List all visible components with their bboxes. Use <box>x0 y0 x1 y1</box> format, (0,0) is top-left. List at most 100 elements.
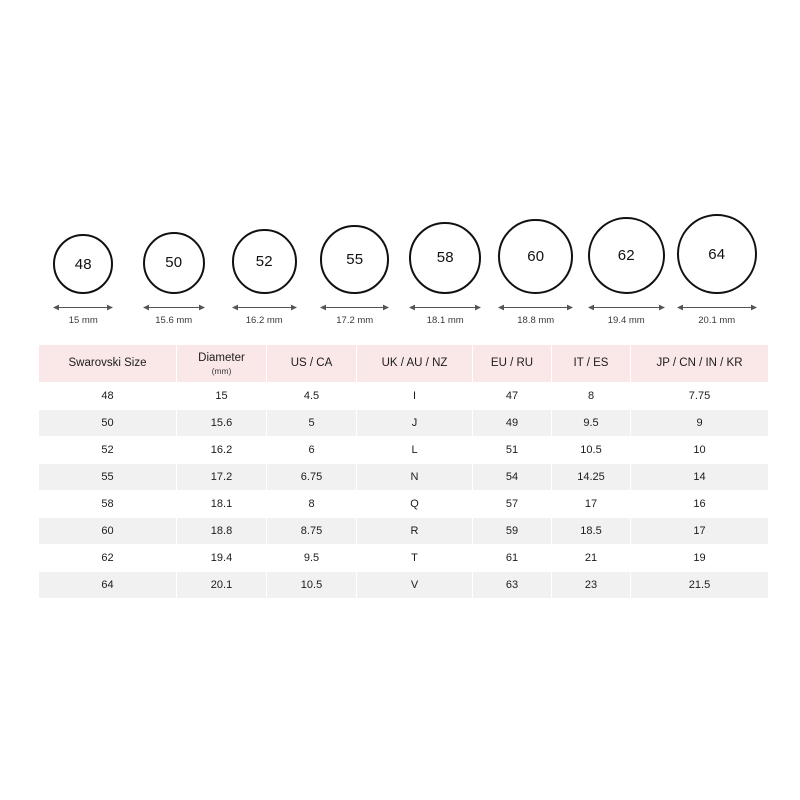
table-cell: 62 <box>39 545 176 571</box>
table-row: 62 19.4 9.5 T 61 21 19 <box>39 545 768 571</box>
ring-size-label: 62 <box>617 246 635 264</box>
column-header-label: UK / AU / NZ <box>381 357 448 370</box>
table-cell: 6 <box>267 437 356 463</box>
column-header-sublabel: (mm) <box>211 365 232 376</box>
ring-measurement: 18.1 mm <box>409 303 482 326</box>
table-cell: 63 <box>473 572 551 598</box>
table-cell: 23 <box>552 572 630 598</box>
ring-circle: 62 <box>587 216 665 294</box>
table-cell: 51 <box>473 437 551 463</box>
table-cell: 59 <box>473 518 551 544</box>
ring-size-table: Swarovski Size Diameter (mm) US / CA UK /… <box>38 344 769 599</box>
table-cell: 18.8 <box>177 518 266 544</box>
ring-size-label: 58 <box>436 249 454 267</box>
diameter-mm-label: 17.2 mm <box>336 315 374 326</box>
ring-measurement: 20.1 mm <box>676 303 757 326</box>
table-header-row: Swarovski Size Diameter (mm) US / CA UK /… <box>39 345 768 382</box>
diameter-arrow-icon <box>409 304 482 311</box>
table-cell: 60 <box>39 518 176 544</box>
table-cell: 8 <box>267 491 356 517</box>
table-body: 48 15 4.5 I 47 8 7.75 50 15.6 5 J 49 9.5 9 52 16.2 6 L 51 1… <box>39 383 768 598</box>
table-cell: 64 <box>39 572 176 598</box>
ring-size-label: 50 <box>165 254 183 272</box>
ring-size-label: 55 <box>346 251 364 269</box>
table-cell: T <box>357 545 472 571</box>
ring-size-label: 60 <box>527 248 545 266</box>
table-cell: 9 <box>631 410 768 436</box>
table-cell: N <box>357 464 472 490</box>
ring-size-item: 64 20.1 mm <box>672 214 763 326</box>
ring-size-label: 64 <box>708 245 726 263</box>
diameter-mm-label: 16.2 mm <box>245 315 283 326</box>
table-cell: 47 <box>473 383 551 409</box>
ring-size-item: 62 19.4 mm <box>581 216 672 326</box>
table-cell: 54 <box>473 464 551 490</box>
table-row: 58 18.1 8 Q 57 17 16 <box>39 491 768 517</box>
table-cell: 21 <box>552 545 630 571</box>
ring-circle: 48 <box>53 234 114 294</box>
column-header-label: EU / RU <box>490 357 534 370</box>
table-cell: 10.5 <box>267 572 356 598</box>
ring-circle: 60 <box>498 219 574 294</box>
table-cell: 9.5 <box>552 410 630 436</box>
diameter-arrow-icon <box>231 304 297 311</box>
ring-size-label: 52 <box>255 253 273 271</box>
column-header-diameter: Diameter (mm) <box>177 345 266 382</box>
table-cell: 5 <box>267 410 356 436</box>
column-header-swarovski-size: Swarovski Size <box>39 345 176 382</box>
table-cell: 16.2 <box>177 437 266 463</box>
ring-measurement: 16.2 mm <box>231 303 297 326</box>
table-cell: 6.75 <box>267 464 356 490</box>
column-header-label: Swarovski Size <box>68 357 147 370</box>
ring-circle: 64 <box>676 214 757 294</box>
ring-measurement: 18.8 mm <box>498 303 574 326</box>
ring-size-item: 60 18.8 mm <box>491 219 582 326</box>
table-row: 60 18.8 8.75 R 59 18.5 17 <box>39 518 768 544</box>
table-cell: 58 <box>39 491 176 517</box>
column-header-label: Diameter <box>198 351 245 364</box>
diameter-arrow-icon <box>320 304 390 311</box>
table-cell: 15 <box>177 383 266 409</box>
table-cell: 10 <box>631 437 768 463</box>
column-header-jp-cn-in-kr: JP / CN / IN / KR <box>631 345 768 382</box>
table-cell: J <box>357 410 472 436</box>
column-header-label: JP / CN / IN / KR <box>656 357 743 370</box>
table-cell: 17 <box>552 491 630 517</box>
table-row: 50 15.6 5 J 49 9.5 9 <box>39 410 768 436</box>
table-cell: L <box>357 437 472 463</box>
ring-size-item: 58 18.1 mm <box>400 221 491 326</box>
ring-circle: 50 <box>142 231 205 294</box>
table-cell: 19 <box>631 545 768 571</box>
diameter-arrow-icon <box>53 304 114 311</box>
column-header-us-ca: US / CA <box>267 345 356 382</box>
column-header-label: US / CA <box>290 357 333 370</box>
column-header-it-es: IT / ES <box>552 345 630 382</box>
table-cell: 61 <box>473 545 551 571</box>
table-cell: 55 <box>39 464 176 490</box>
table-cell: 10.5 <box>552 437 630 463</box>
column-header-uk-au-nz: UK / AU / NZ <box>357 345 472 382</box>
ring-measurement: 15.6 mm <box>142 303 205 326</box>
table-cell: 17 <box>631 518 768 544</box>
table-cell: 21.5 <box>631 572 768 598</box>
table-row: 52 16.2 6 L 51 10.5 10 <box>39 437 768 463</box>
table-cell: 4.5 <box>267 383 356 409</box>
table-cell: V <box>357 572 472 598</box>
table-cell: 50 <box>39 410 176 436</box>
ring-circle: 52 <box>231 229 297 294</box>
ring-measurement: 19.4 mm <box>587 303 665 326</box>
ring-size-item: 52 16.2 mm <box>219 229 310 326</box>
ring-size-item: 48 15 mm <box>38 234 129 326</box>
table-cell: 57 <box>473 491 551 517</box>
ring-size-item: 55 17.2 mm <box>310 225 401 326</box>
table-cell: 18.1 <box>177 491 266 517</box>
table-cell: 16 <box>631 491 768 517</box>
diameter-mm-label: 19.4 mm <box>607 315 645 326</box>
table-cell: 19.4 <box>177 545 266 571</box>
table-cell: 52 <box>39 437 176 463</box>
table-header: Swarovski Size Diameter (mm) US / CA UK /… <box>39 345 768 382</box>
table-cell: I <box>357 383 472 409</box>
table-cell: 18.5 <box>552 518 630 544</box>
table-row: 48 15 4.5 I 47 8 7.75 <box>39 383 768 409</box>
